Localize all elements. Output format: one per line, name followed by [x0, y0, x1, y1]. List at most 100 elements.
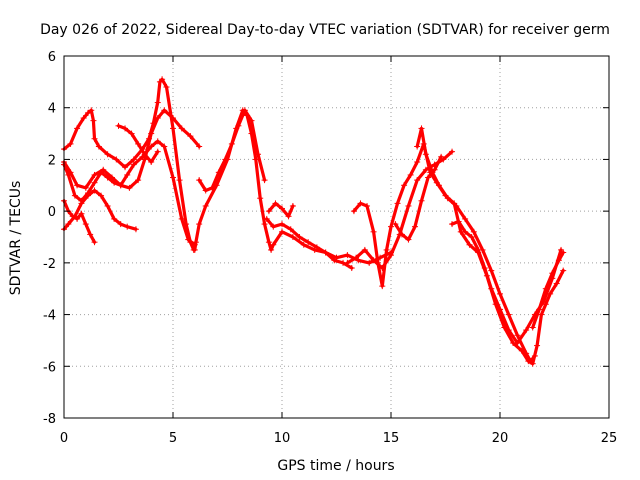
data-point [192, 239, 199, 246]
data-point [394, 200, 401, 207]
data-point [353, 254, 360, 261]
data-point [228, 140, 235, 147]
data-point [279, 228, 285, 235]
data-point [235, 122, 242, 129]
data-point [300, 241, 307, 248]
data-point [170, 115, 176, 122]
data-point [514, 332, 521, 339]
data-series-arc-10 [352, 142, 565, 366]
y-tick-label: -2 [43, 257, 56, 272]
data-series-arc-15 [531, 250, 565, 330]
data-point [470, 228, 477, 235]
data-point [466, 241, 473, 248]
data-point [78, 210, 85, 217]
data-point [313, 244, 320, 251]
data-point [414, 159, 421, 166]
data-point [67, 140, 74, 147]
data-point [344, 252, 351, 259]
markers-arc-5 [61, 187, 139, 233]
data-point [154, 115, 161, 122]
markers-arc-9 [265, 200, 296, 220]
x-tick-label: 5 [169, 431, 177, 446]
data-point [407, 171, 414, 178]
y-tick-label: 4 [48, 102, 56, 117]
data-point [139, 146, 146, 153]
data-point [455, 218, 462, 225]
markers-arc-7 [196, 107, 268, 194]
y-tick-label: -6 [43, 360, 56, 375]
data-point [122, 164, 129, 171]
data-point [170, 174, 176, 181]
data-point [279, 205, 285, 212]
data-point [453, 202, 460, 209]
data-point [248, 130, 255, 137]
data-point [374, 259, 381, 266]
data-point [183, 221, 190, 228]
data-point [322, 249, 329, 256]
data-point [196, 221, 203, 228]
data-point [91, 187, 98, 194]
data-point [538, 311, 545, 318]
data-series-arc-3 [62, 139, 197, 247]
data-point [104, 202, 111, 209]
data-point [497, 290, 503, 297]
data-point [331, 257, 338, 264]
data-point [468, 234, 475, 240]
data-point [268, 246, 275, 253]
data-point [126, 184, 133, 191]
data-point [534, 342, 541, 349]
data-point [449, 221, 456, 228]
data-series-arc-1 [62, 77, 393, 265]
data-point [95, 143, 102, 150]
data-point [111, 215, 118, 222]
data-point [265, 239, 272, 246]
data-point [78, 200, 85, 207]
data-point [71, 213, 78, 220]
marker-group [61, 76, 567, 367]
data-point [124, 223, 131, 230]
data-point [113, 156, 120, 163]
data-point [449, 148, 456, 155]
data-point [383, 246, 390, 253]
data-point [161, 143, 168, 150]
x-tick-label: 10 [274, 431, 291, 446]
data-point [215, 169, 222, 176]
data-point [176, 177, 183, 184]
data-point [547, 290, 554, 297]
data-point [191, 241, 198, 248]
data-point [91, 239, 98, 246]
data-point [279, 221, 285, 228]
markers-arc-12 [392, 153, 445, 243]
data-point [553, 280, 560, 287]
data-point [74, 182, 81, 189]
data-point [104, 174, 111, 181]
data-point [154, 148, 161, 155]
y-axis-label: SDTVAR / TECUs [8, 181, 24, 296]
data-point [178, 125, 185, 132]
data-point [265, 208, 272, 215]
data-point [388, 252, 394, 259]
data-point [252, 156, 259, 163]
data-point [518, 347, 525, 354]
data-point [196, 177, 203, 184]
y-tick-label: -8 [43, 412, 56, 427]
data-point [531, 311, 538, 318]
data-point [132, 226, 139, 233]
data-point [98, 169, 105, 176]
data-point [82, 221, 89, 228]
data-point [540, 298, 547, 305]
data-point [357, 200, 364, 207]
data-point [529, 324, 536, 331]
data-point [111, 179, 118, 186]
data-point [82, 184, 89, 191]
data-point [429, 169, 436, 176]
data-point [65, 221, 72, 228]
data-point [104, 151, 111, 158]
data-point [305, 239, 312, 246]
data-point [531, 352, 538, 359]
data-point [481, 265, 488, 272]
data-point [124, 171, 131, 178]
data-point [377, 254, 384, 261]
data-point [438, 153, 445, 160]
data-point [202, 202, 209, 209]
